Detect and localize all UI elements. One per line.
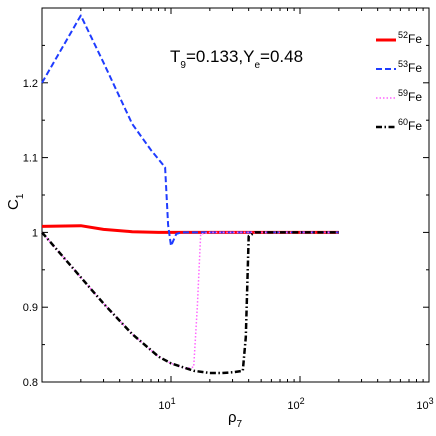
x-tick-label: 102	[287, 396, 304, 412]
y-axis-label: C1	[5, 193, 26, 210]
x-axis-label: ρ7	[228, 409, 243, 430]
y-tick-label: 1	[32, 227, 38, 239]
y-tick-label: 0.8	[23, 377, 38, 389]
legend-label-52: 52Fe	[398, 30, 422, 46]
axis-ticks: 0.8 0.9 1 1.1 1.2 101 102 103	[23, 8, 434, 412]
legend-label-53: 53Fe	[398, 59, 422, 75]
legend-label-60: 60Fe	[398, 117, 422, 133]
y-tick-label: 1.2	[23, 78, 38, 90]
y-tick-label: 1.1	[23, 153, 38, 165]
x-tick-label: 103	[416, 396, 433, 412]
series-line-59-fe	[41, 231, 339, 370]
y-tick-label: 0.9	[23, 302, 38, 314]
annotation-text: T9=0.133,Ye=0.48	[170, 47, 303, 71]
x-tick-label: 101	[158, 396, 175, 412]
series-line-60-fe	[41, 231, 339, 375]
series-group	[41, 14, 339, 375]
legend-label-59: 59Fe	[398, 88, 422, 104]
legend: 52Fe 53Fe 59Fe 60Fe	[376, 30, 422, 133]
